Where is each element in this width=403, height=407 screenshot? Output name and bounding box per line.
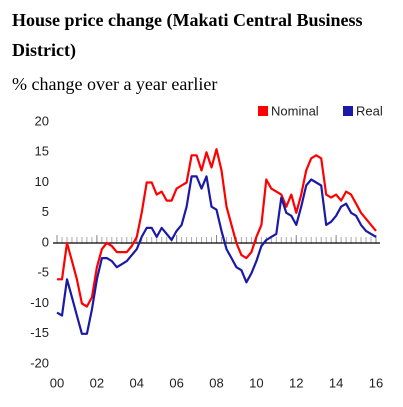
x-tick-label: 10 <box>249 375 263 390</box>
x-tick-label: 08 <box>209 375 223 390</box>
x-tick-label: 06 <box>169 375 183 390</box>
chart-title: House price change (Makati Central Busin… <box>12 10 363 61</box>
x-tick-label: 02 <box>90 375 104 390</box>
series-line <box>56 175 377 335</box>
legend-swatch <box>343 106 353 116</box>
x-tick-label: 14 <box>329 375 343 390</box>
y-tick-label: 5 <box>42 204 49 219</box>
y-tick-label: -10 <box>30 295 49 310</box>
x-tick-label: 00 <box>50 375 64 390</box>
x-tick-label: 16 <box>369 375 383 390</box>
x-tick-label: 04 <box>130 375 144 390</box>
series-line <box>57 148 377 308</box>
y-tick-label: -15 <box>30 325 49 340</box>
y-tick-label: -5 <box>37 265 49 280</box>
y-tick-label: 15 <box>35 144 49 159</box>
y-tick-label: 10 <box>35 174 49 189</box>
x-tick-label: 12 <box>289 375 303 390</box>
legend-swatch <box>258 106 268 116</box>
y-tick-label: -20 <box>30 355 49 370</box>
legend-label: Nominal <box>271 103 319 118</box>
y-tick-label: 0 <box>42 234 49 249</box>
legend-label: Real <box>356 103 383 118</box>
chart-subtitle: % change over a year earlier <box>12 74 217 94</box>
y-tick-label: 20 <box>35 113 49 128</box>
